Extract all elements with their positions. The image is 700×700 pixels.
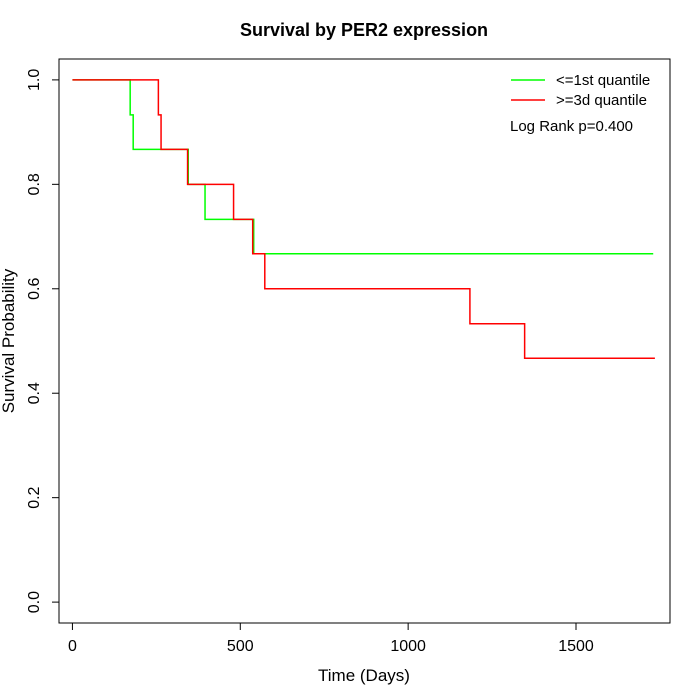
x-tick-label: 1500	[558, 638, 594, 655]
legend-label-1: >=3d quantile	[556, 92, 647, 109]
x-tick-label: 500	[227, 638, 254, 655]
y-axis-title: Survival Probability	[0, 268, 18, 413]
y-tick-label: 0.4	[26, 382, 43, 404]
y-tick-label: 0.8	[26, 173, 43, 195]
plot-frame	[58, 58, 671, 624]
y-tick-label: 1.0	[26, 69, 43, 91]
y-tick-label: 0.6	[26, 278, 43, 300]
series-layer	[72, 79, 655, 359]
log-rank-annotation: Log Rank p=0.400	[510, 118, 633, 135]
legend: <=1st quantile >=3d quantile	[511, 72, 650, 109]
chart-title: Survival by PER2 expression	[240, 20, 488, 40]
x-tick-label: 0	[68, 638, 77, 655]
x-axis-title: Time (Days)	[318, 666, 410, 685]
series-line-1	[72, 79, 655, 359]
y-tick-label: 0.2	[26, 486, 43, 508]
x-tick-label: 1000	[390, 638, 426, 655]
y-axis: 0.0 0.2 0.4 0.6 0.8 1.0	[26, 69, 60, 613]
legend-label-0: <=1st quantile	[556, 72, 650, 89]
x-axis: 0 500 1000 1500	[68, 622, 594, 655]
y-tick-label: 0.0	[26, 591, 43, 613]
